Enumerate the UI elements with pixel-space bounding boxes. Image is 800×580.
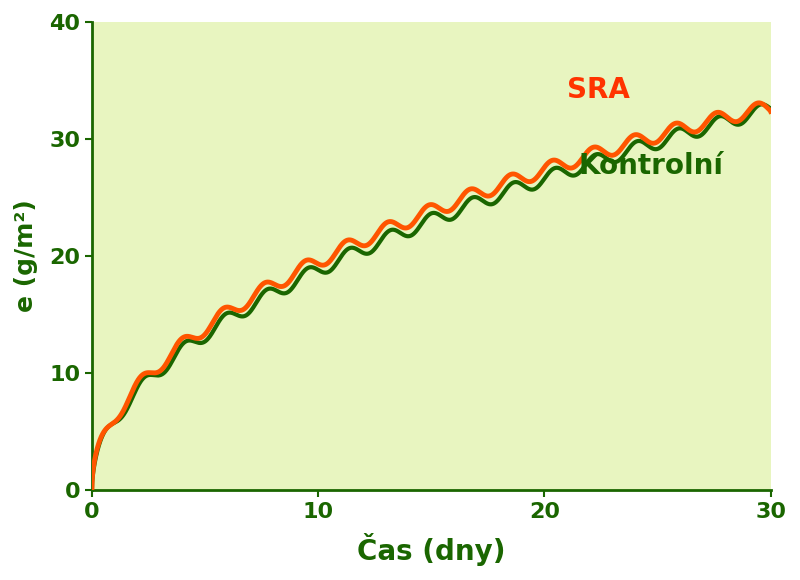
Text: Kontrolní: Kontrolní: [578, 152, 723, 180]
X-axis label: Čas (dny): Čas (dny): [357, 533, 506, 566]
Y-axis label: e (g/m²): e (g/m²): [14, 200, 38, 313]
Text: SRA: SRA: [567, 76, 630, 104]
